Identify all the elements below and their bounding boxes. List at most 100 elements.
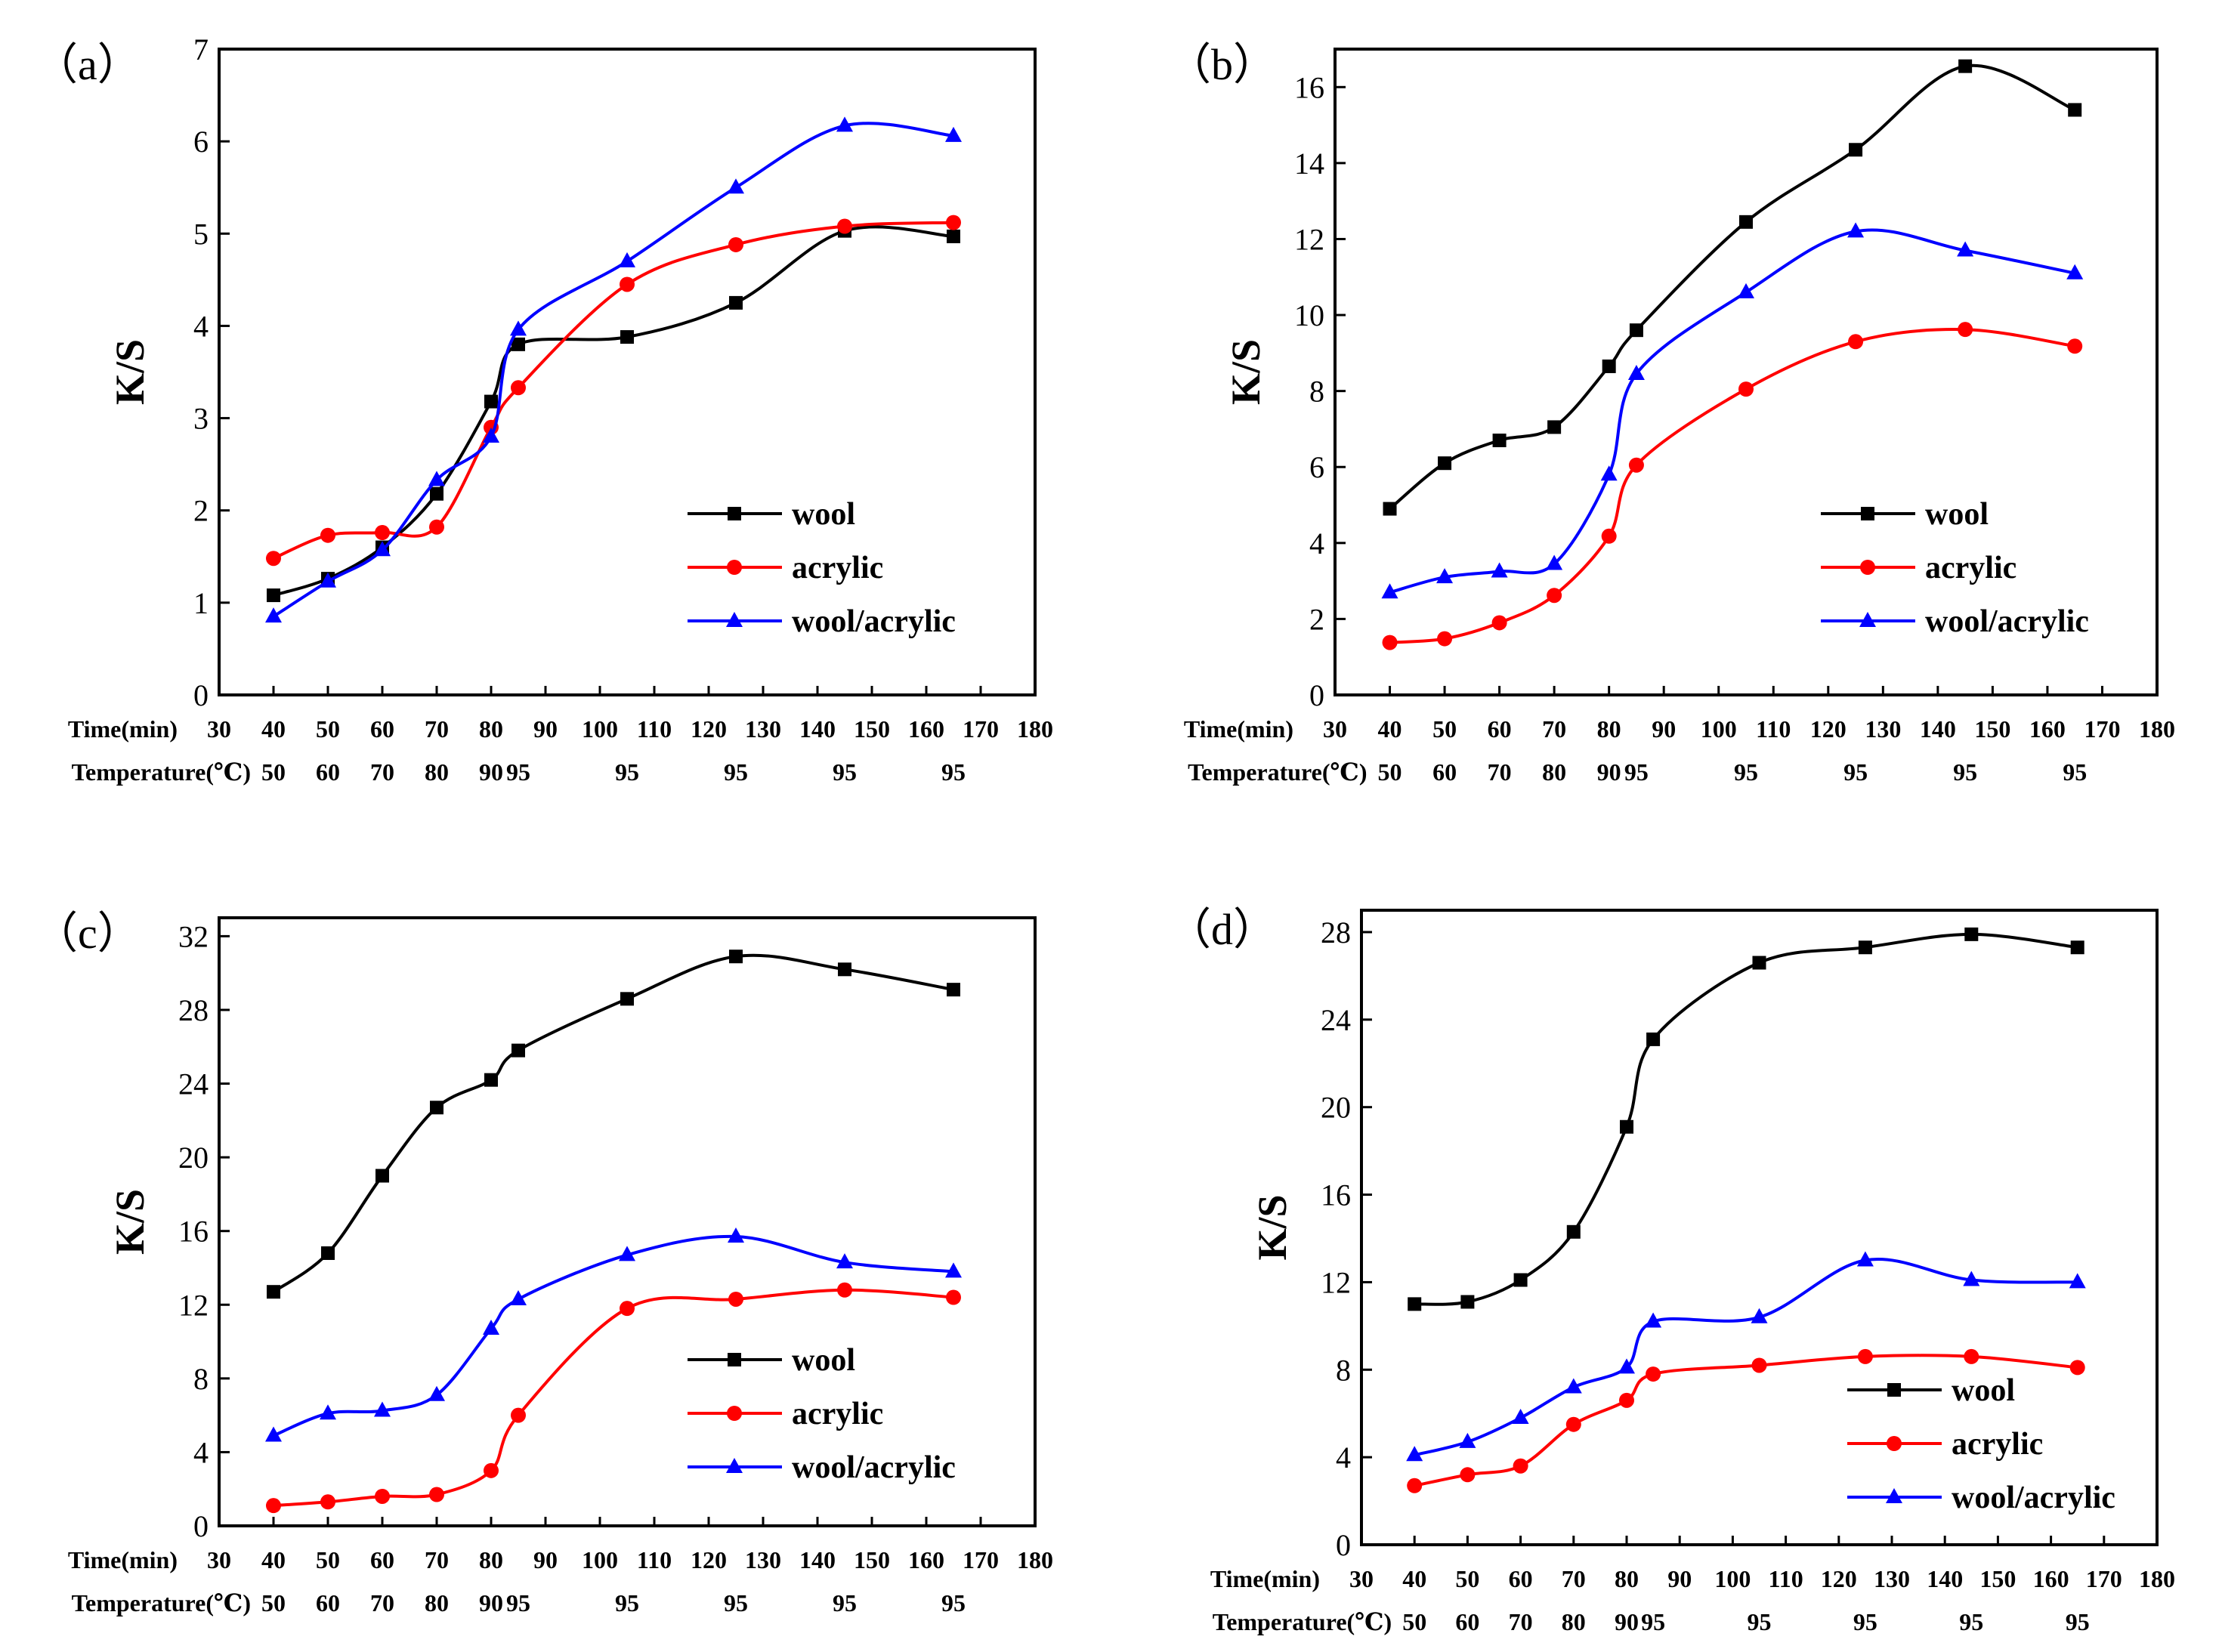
y-tick-label: 1 <box>193 586 209 620</box>
y-tick-label: 4 <box>1336 1440 1351 1474</box>
data-point-wool-acrylic <box>728 178 744 194</box>
data-point-wool-acrylic <box>483 428 499 443</box>
data-point-wool <box>1752 956 1766 970</box>
time-tick-label: 150 <box>854 1546 890 1573</box>
data-point-wool <box>430 486 443 501</box>
temperature-tick-label: 60 <box>316 758 340 786</box>
time-tick-label: 40 <box>261 715 286 743</box>
y-tick-label: 12 <box>1321 1265 1351 1299</box>
time-tick-label: 80 <box>479 715 503 743</box>
temperature-tick-label: 90 <box>479 758 503 786</box>
temperature-tick-label: 50 <box>261 758 286 786</box>
y-tick-label: 8 <box>1336 1353 1351 1387</box>
time-tick-label: 120 <box>1810 715 1847 743</box>
data-point-wool-acrylic <box>1963 1271 1980 1286</box>
series-line-wool <box>273 225 954 597</box>
data-point-acrylic <box>620 276 635 292</box>
data-point-acrylic <box>1437 631 1453 647</box>
temperature-axis-title: Temperature(℃) <box>72 758 251 786</box>
time-tick-label: 120 <box>691 715 727 743</box>
data-point-acrylic <box>266 551 281 567</box>
data-point-acrylic <box>2069 1360 2085 1376</box>
legend-label: acrylic <box>1952 1427 2043 1462</box>
data-point-acrylic <box>1751 1357 1767 1373</box>
data-point-wool <box>2070 940 2084 955</box>
y-tick-label: 16 <box>1294 70 1324 104</box>
time-tick-label: 30 <box>1349 1565 1374 1592</box>
time-tick-label: 170 <box>963 715 999 743</box>
data-point-acrylic <box>837 218 852 234</box>
legend-marker <box>728 507 741 520</box>
temperature-tick-label: 70 <box>370 1589 394 1616</box>
series-line-wool <box>272 953 954 1293</box>
data-point-wool <box>729 950 743 964</box>
time-axis-title: Time(min) <box>1210 1565 1320 1592</box>
temperature-tick-label: 95 <box>724 758 748 786</box>
y-tick-label: 16 <box>178 1215 209 1249</box>
temperature-tick-label: 95 <box>506 758 530 786</box>
data-point-wool-acrylic <box>1381 583 1398 599</box>
data-point-wool-acrylic <box>265 1426 282 1442</box>
data-point-wool <box>511 1043 525 1058</box>
time-tick-label: 70 <box>1562 1565 1586 1592</box>
time-tick-label: 70 <box>1542 715 1566 743</box>
time-tick-label: 180 <box>1017 1546 1053 1573</box>
y-tick-label: 28 <box>1321 916 1351 950</box>
data-point-wool-acrylic <box>1406 1446 1423 1462</box>
data-point-wool <box>267 1285 280 1299</box>
time-axis-title: Time(min) <box>1184 715 1293 743</box>
data-point-acrylic <box>946 1289 961 1305</box>
data-point-wool <box>947 983 960 997</box>
time-tick-label: 60 <box>370 715 394 743</box>
data-point-wool-acrylic <box>1627 365 1645 381</box>
legend-label: wool/acrylic <box>792 1450 956 1485</box>
time-tick-label: 40 <box>1402 1565 1426 1592</box>
temperature-tick-label: 70 <box>1509 1608 1533 1635</box>
temperature-tick-label: 95 <box>1748 1608 1772 1635</box>
legend-marker <box>1860 560 1875 575</box>
legend-marker <box>726 612 743 627</box>
data-point-acrylic <box>1547 588 1562 604</box>
data-point-wool-acrylic <box>1751 1308 1768 1323</box>
data-point-acrylic <box>484 1462 499 1478</box>
time-tick-label: 150 <box>1974 715 2010 743</box>
data-point-acrylic <box>1491 615 1507 631</box>
time-tick-label: 90 <box>1652 715 1676 743</box>
data-point-wool <box>620 992 634 1006</box>
data-point-wool-acrylic <box>1957 241 1974 257</box>
temperature-tick-label: 95 <box>506 1589 530 1616</box>
temperature-tick-label: 95 <box>1953 758 1977 786</box>
data-point-acrylic <box>375 525 390 541</box>
y-tick-label: 6 <box>1309 450 1324 484</box>
y-tick-label: 8 <box>193 1362 209 1396</box>
data-point-wool-acrylic <box>2069 1273 2086 1289</box>
temperature-tick-label: 90 <box>1597 758 1621 786</box>
time-tick-label: 120 <box>1821 1565 1857 1592</box>
temperature-tick-label: 95 <box>724 1589 748 1616</box>
time-tick-label: 170 <box>963 1546 999 1573</box>
data-point-wool-acrylic <box>619 1246 635 1261</box>
data-point-acrylic <box>511 1407 526 1423</box>
y-tick-label: 8 <box>1309 375 1324 409</box>
time-tick-label: 80 <box>479 1546 503 1573</box>
data-point-wool <box>1849 143 1863 157</box>
data-point-acrylic <box>429 519 444 535</box>
temperature-tick-label: 95 <box>1959 1608 1983 1635</box>
data-point-wool-acrylic <box>428 1385 445 1401</box>
data-point-wool <box>2068 103 2082 117</box>
data-point-acrylic <box>1738 381 1754 397</box>
data-point-wool <box>1958 59 1973 73</box>
time-tick-label: 160 <box>908 715 944 743</box>
data-point-wool <box>1513 1273 1528 1287</box>
time-tick-label: 160 <box>2033 1565 2069 1592</box>
data-point-wool <box>1629 323 1643 338</box>
time-tick-label: 100 <box>582 715 618 743</box>
data-point-acrylic <box>1857 1348 1873 1364</box>
y-axis-label: K/S <box>1223 339 1269 405</box>
data-point-acrylic <box>429 1487 444 1502</box>
legend-marker <box>727 1406 742 1421</box>
data-point-wool-acrylic <box>1459 1432 1476 1448</box>
legend-label: acrylic <box>1925 551 2016 585</box>
temperature-axis-title: Temperature(℃) <box>1213 1608 1392 1635</box>
legend-marker <box>1861 507 1874 520</box>
